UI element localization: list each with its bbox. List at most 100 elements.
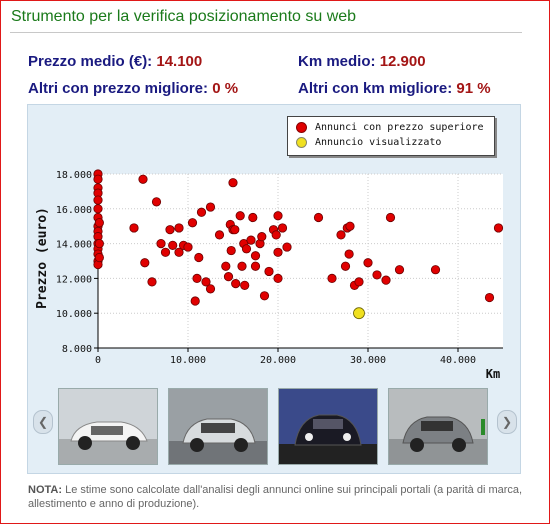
x-tick-label: 10.000 <box>170 355 206 366</box>
data-point-superior <box>187 218 198 228</box>
data-point-superior <box>246 235 256 245</box>
legend-label-viewed: Annuncio visualizzato <box>315 137 442 148</box>
data-point-superior <box>271 230 281 240</box>
better-km-label: Altri con km migliore: <box>298 80 453 97</box>
x-tick-label: 30.000 <box>350 355 386 366</box>
data-point-superior <box>363 258 373 268</box>
thumb-black-car[interactable] <box>278 388 378 465</box>
gallery-prev-button[interactable]: ❮ <box>33 410 53 434</box>
data-point-superior <box>493 223 504 233</box>
data-point-superior <box>160 247 171 257</box>
legend-item-viewed: Annuncio visualizzato <box>296 137 441 148</box>
data-point-superior <box>228 178 238 188</box>
data-point-superior <box>226 245 236 256</box>
avg-km-stat: Km medio: 12.900 <box>298 53 426 70</box>
y-tick-label: 12.000 <box>56 274 92 285</box>
y-tick-label: 14.000 <box>56 240 92 251</box>
data-point-superior <box>273 273 283 283</box>
data-point-superior <box>259 291 270 301</box>
data-point-superior <box>250 261 261 271</box>
x-axis-label: Km <box>486 367 500 381</box>
data-point-superior <box>194 252 204 263</box>
page-title: Strumento per la verifica posizionamento… <box>11 8 357 25</box>
data-point-superior <box>340 261 351 271</box>
data-point-superior <box>273 211 283 221</box>
y-tick-label: 16.000 <box>56 205 92 216</box>
data-point-superior <box>231 279 241 289</box>
chevron-right-icon: ❯ <box>501 415 513 429</box>
chart-legend: Annunci con prezzo superiore Annuncio vi… <box>287 116 495 156</box>
data-point-superior <box>93 174 103 184</box>
data-point-superior <box>241 244 252 254</box>
data-point-superior <box>138 174 148 184</box>
x-tick-label: 0 <box>95 355 101 366</box>
data-point-superior <box>237 261 247 271</box>
data-point-superior <box>313 212 324 223</box>
data-point-superior <box>129 223 139 233</box>
thumb-silver-car[interactable] <box>168 388 268 465</box>
data-point-superior <box>235 211 245 221</box>
data-point-superior <box>156 239 166 249</box>
data-point-viewed <box>353 307 365 320</box>
legend-yellow-dot-icon <box>296 137 307 148</box>
avg-price-stat: Prezzo medio (€): 14.100 <box>28 53 202 70</box>
data-point-superior <box>205 202 216 212</box>
x-tick-label: 40.000 <box>440 355 476 366</box>
y-tick-label: 18.000 <box>56 170 92 181</box>
data-point-superior <box>277 223 288 233</box>
data-point-superior <box>385 212 396 223</box>
legend-red-dot-icon <box>296 122 307 133</box>
data-point-superior <box>257 232 267 242</box>
chevron-left-icon: ❮ <box>37 415 49 429</box>
data-point-superior <box>381 275 391 285</box>
thumb-white-car[interactable] <box>58 388 158 465</box>
chart-tick-labels: 8.000 10.000 12.000 14.000 16.000 18.000 0 10.0… <box>56 170 476 366</box>
better-km-stat: Altri con km migliore: 91 % <box>298 80 491 97</box>
data-point-superior <box>183 242 193 252</box>
gallery-next-button[interactable]: ❯ <box>497 410 517 434</box>
data-point-superior <box>430 265 441 275</box>
data-point-superior <box>221 261 231 271</box>
data-point-superior <box>214 230 225 240</box>
legend-item-superior: Annunci con prezzo superiore <box>296 122 484 133</box>
better-price-label: Altri con prezzo migliore: <box>28 80 209 97</box>
data-point-superior <box>205 284 216 294</box>
avg-price-label: Prezzo medio (€): <box>28 53 153 70</box>
data-point-superior <box>327 273 337 283</box>
data-point-superior <box>94 218 104 228</box>
thumb-grey-car[interactable] <box>388 388 488 465</box>
data-point-superior <box>223 272 234 282</box>
avg-km-value: 12.900 <box>379 53 426 70</box>
data-point-superior <box>345 221 355 231</box>
data-point-superior <box>230 225 240 235</box>
data-point-superior <box>196 207 207 217</box>
data-point-superior <box>240 280 250 290</box>
note-label: NOTA: <box>28 484 63 496</box>
data-point-superior <box>140 258 150 268</box>
data-point-superior <box>484 292 495 303</box>
data-point-superior <box>174 223 184 233</box>
data-point-superior <box>93 204 103 214</box>
y-tick-label: 8.000 <box>62 344 92 355</box>
data-point-superior <box>165 225 175 235</box>
data-point-superior <box>174 247 184 257</box>
data-point-superior <box>273 247 283 257</box>
data-point-superior <box>147 277 157 287</box>
data-point-superior <box>94 239 104 249</box>
data-point-superior <box>282 242 292 252</box>
data-point-superior <box>94 252 104 263</box>
legend-label-superior: Annunci con prezzo superiore <box>315 122 484 133</box>
better-price-stat: Altri con prezzo migliore: 0 % <box>28 80 238 97</box>
data-point-superior <box>264 266 274 277</box>
y-tick-label: 10.000 <box>56 309 92 320</box>
data-point-superior <box>394 265 405 275</box>
data-point-superior <box>248 212 258 223</box>
plot-area <box>98 174 503 348</box>
title-divider <box>10 32 522 33</box>
data-point-superior <box>168 240 178 250</box>
data-point-superior <box>151 197 162 207</box>
chart-points <box>93 169 504 320</box>
data-point-superior <box>250 251 261 261</box>
data-point-superior <box>192 273 202 283</box>
